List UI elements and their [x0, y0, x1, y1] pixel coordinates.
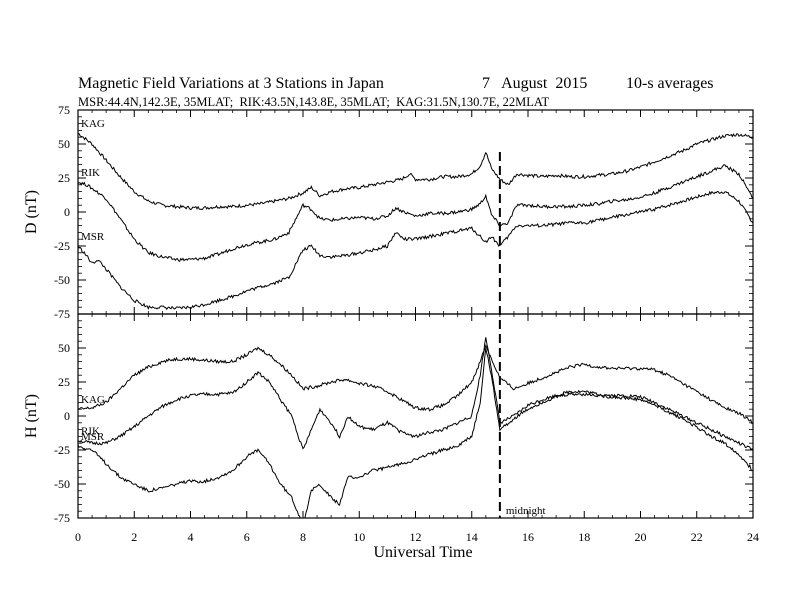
x-tick-label: 0 [75, 530, 81, 544]
x-tick-label: 24 [747, 530, 759, 544]
y-tick-label-panel-1: -50 [54, 273, 70, 287]
series-kag-line-panel-1 [78, 132, 753, 211]
y-tick-label-panel-2: -75 [54, 511, 70, 525]
x-tick-label: 12 [410, 530, 422, 544]
series-kag-line-panel-2 [78, 343, 753, 425]
y-tick-label-panel-1: 50 [58, 137, 70, 151]
series-label-msr-panel-1: MSR [81, 231, 105, 243]
y-axis-label-panel-2: H (nT) [23, 394, 40, 438]
chart-date: 7 August 2015 [482, 75, 587, 92]
chart-averaging: 10-s averages [626, 75, 714, 92]
x-tick-label: 14 [466, 530, 478, 544]
x-tick-label: 10 [353, 530, 365, 544]
y-tick-label-panel-1: -75 [54, 307, 70, 321]
y-tick-label-panel-1: -25 [54, 239, 70, 253]
panel-2-frame [77, 313, 754, 519]
x-axis-label: Universal Time [373, 544, 472, 561]
y-tick-label-panel-2: 50 [58, 341, 70, 355]
chart-subtitle: MSR:44.4N,142.3E, 35MLAT; RIK:43.5N,143.… [78, 95, 550, 109]
panel-1-frame [77, 109, 754, 315]
x-tick-label: 6 [244, 530, 250, 544]
series-label-msr-panel-2: MSR [81, 431, 105, 443]
x-tick-label: 16 [522, 530, 534, 544]
series-label-rik-panel-1: RIK [81, 167, 100, 179]
x-tick-label: 22 [691, 530, 703, 544]
x-tick-label: 4 [188, 530, 194, 544]
series-label-kag-panel-2: KAG [81, 394, 105, 406]
x-tick-label: 8 [300, 530, 306, 544]
x-tick-label: 18 [578, 530, 590, 544]
y-tick-label-panel-1: 75 [58, 103, 70, 117]
chart-title: Magnetic Field Variations at 3 Stations … [78, 75, 384, 92]
y-tick-label-panel-1: 25 [58, 171, 70, 185]
series-msr-line-panel-2 [78, 348, 753, 518]
series-rik-line-panel-1 [78, 164, 753, 262]
x-tick-label: 2 [131, 530, 137, 544]
series-label-kag-panel-1: KAG [81, 118, 105, 130]
series-rik-line-panel-2 [78, 337, 753, 451]
y-tick-label-panel-1: 0 [64, 205, 70, 219]
x-tick-label: 20 [635, 530, 647, 544]
y-tick-label-panel-2: -25 [54, 443, 70, 457]
y-axis-label-panel-1: D (nT) [23, 190, 40, 234]
y-tick-label-panel-2: -50 [54, 477, 70, 491]
y-tick-label-panel-2: 25 [58, 375, 70, 389]
series-msr-line-panel-1 [78, 190, 753, 311]
series-label-rik-panel-2: RIK [81, 425, 100, 437]
y-tick-label-panel-2: 0 [64, 409, 70, 423]
midnight-label: midnight [506, 505, 546, 517]
